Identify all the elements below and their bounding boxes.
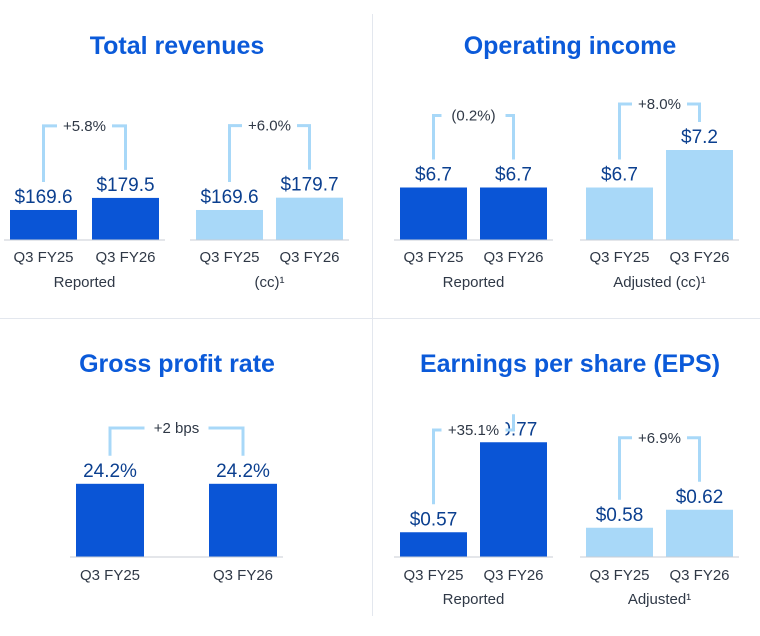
change-label: +5.8% — [63, 118, 106, 135]
bar-0-1-0 — [196, 209, 263, 240]
change-label: +6.0% — [248, 118, 291, 135]
bar-value-label: $0.58 — [596, 505, 644, 526]
bar-0-1-1 — [276, 197, 343, 240]
bar-1-0-0 — [400, 187, 467, 240]
category-label: Q3 FY25 — [80, 567, 140, 584]
bar-3-0-0 — [400, 532, 467, 557]
panel-title-total-revenues: Total revenues — [89, 32, 265, 60]
category-label: Q3 FY25 — [589, 567, 649, 584]
group-caption: (cc)¹ — [255, 274, 285, 291]
bar-1-1-0 — [586, 187, 653, 240]
category-label: Q3 FY26 — [213, 567, 273, 584]
bar-value-label: $169.6 — [14, 187, 72, 208]
change-label: +2 bps — [154, 420, 199, 437]
category-label: Q3 FY25 — [589, 249, 649, 266]
bar-value-label: $6.7 — [495, 165, 532, 186]
group-caption: Reported — [443, 274, 505, 291]
panel-title-gross-profit-rate: Gross profit rate — [79, 350, 275, 378]
bar-value-label: $179.7 — [280, 175, 338, 196]
bar-1-1-1 — [666, 150, 733, 240]
change-label: +35.1% — [448, 422, 499, 439]
bar-value-label: $179.5 — [96, 175, 154, 196]
group-caption: Reported — [54, 274, 116, 291]
change-label: +6.9% — [638, 430, 681, 447]
bar-value-label: 24.2% — [83, 461, 137, 482]
horizontal-divider — [0, 318, 760, 319]
bar-3-1-1 — [666, 509, 733, 557]
bar-3-0-1 — [480, 442, 547, 557]
group-caption: Adjusted¹ — [628, 591, 691, 608]
change-label-bg — [632, 94, 687, 114]
change-label: +8.0% — [638, 96, 681, 113]
category-label: Q3 FY25 — [199, 249, 259, 266]
bar-2-0-1 — [209, 483, 277, 557]
bar-0-0-0 — [10, 209, 77, 240]
vertical-divider — [372, 14, 373, 616]
category-label: Q3 FY26 — [483, 567, 543, 584]
category-label: Q3 FY26 — [483, 249, 543, 266]
category-label: Q3 FY26 — [279, 249, 339, 266]
change-label-bg — [632, 427, 687, 448]
bar-0-0-1 — [92, 197, 159, 240]
bar-value-label: $0.62 — [676, 487, 724, 508]
group-caption: Adjusted (cc)¹ — [613, 274, 706, 291]
bar-value-label: $0.57 — [410, 509, 458, 530]
change-label-bg — [57, 115, 112, 136]
bar-value-label: 24.2% — [216, 461, 270, 482]
category-label: Q3 FY25 — [403, 567, 463, 584]
bar-value-label: $6.7 — [601, 165, 638, 186]
bar-3-1-0 — [586, 527, 653, 557]
category-label: Q3 FY25 — [13, 249, 73, 266]
bar-value-label: $7.2 — [681, 127, 718, 148]
group-caption: Reported — [443, 591, 505, 608]
change-label-bg — [441, 105, 506, 126]
category-label: Q3 FY25 — [403, 249, 463, 266]
bar-1-0-1 — [480, 187, 547, 240]
change-label: (0.2%) — [451, 108, 495, 125]
change-label-bg — [441, 420, 506, 440]
panel-title-operating-income: Operating income — [463, 32, 677, 60]
category-label: Q3 FY26 — [669, 567, 729, 584]
bar-value-label: $6.7 — [415, 165, 452, 186]
change-label-bg — [144, 418, 209, 438]
panel-title-eps: Earnings per share (EPS) — [419, 350, 721, 378]
bar-2-0-0 — [76, 483, 144, 557]
category-label: Q3 FY26 — [95, 249, 155, 266]
category-label: Q3 FY26 — [669, 249, 729, 266]
change-label-bg — [242, 115, 297, 136]
bar-value-label: $169.6 — [200, 187, 258, 208]
